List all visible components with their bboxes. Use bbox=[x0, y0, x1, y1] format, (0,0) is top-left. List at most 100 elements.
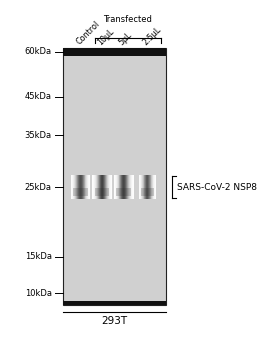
Bar bbox=[79, 175, 80, 199]
Bar bbox=[122, 175, 123, 199]
Bar bbox=[85, 175, 86, 199]
Bar bbox=[127, 175, 128, 199]
Text: 15kDa: 15kDa bbox=[25, 252, 52, 261]
Bar bbox=[63, 301, 166, 305]
Bar bbox=[118, 175, 119, 199]
Bar bbox=[155, 175, 156, 199]
Text: Control: Control bbox=[74, 20, 101, 47]
Bar bbox=[73, 188, 88, 196]
Bar bbox=[84, 175, 85, 199]
Bar bbox=[78, 175, 79, 199]
Bar bbox=[128, 175, 129, 199]
Bar bbox=[126, 175, 127, 199]
Bar bbox=[102, 175, 103, 199]
Bar bbox=[133, 175, 134, 199]
Bar bbox=[89, 175, 90, 199]
Bar bbox=[139, 175, 140, 199]
Bar bbox=[111, 175, 112, 199]
Bar bbox=[114, 175, 115, 199]
Bar bbox=[144, 175, 145, 199]
Text: Transfected: Transfected bbox=[103, 15, 152, 24]
Bar bbox=[83, 175, 84, 199]
Bar bbox=[88, 175, 89, 199]
Text: 45kDa: 45kDa bbox=[25, 92, 52, 102]
Bar bbox=[131, 175, 132, 199]
Bar bbox=[86, 175, 87, 199]
Bar bbox=[100, 175, 101, 199]
Bar bbox=[123, 175, 124, 199]
Bar bbox=[141, 175, 142, 199]
Bar bbox=[151, 175, 152, 199]
Bar bbox=[143, 175, 144, 199]
Bar bbox=[132, 175, 133, 199]
Bar bbox=[152, 175, 153, 199]
Bar bbox=[104, 175, 105, 199]
Bar bbox=[119, 175, 120, 199]
Bar bbox=[149, 175, 150, 199]
Bar bbox=[82, 175, 83, 199]
Text: 5μL: 5μL bbox=[117, 30, 134, 47]
Bar bbox=[92, 175, 93, 199]
Bar bbox=[96, 175, 97, 199]
Bar bbox=[142, 175, 143, 199]
Bar bbox=[146, 175, 147, 199]
Bar bbox=[141, 188, 154, 196]
Bar bbox=[84, 175, 85, 199]
Bar bbox=[139, 175, 140, 199]
Bar bbox=[95, 175, 96, 199]
Bar bbox=[124, 175, 125, 199]
Bar bbox=[80, 175, 81, 199]
Bar bbox=[108, 175, 109, 199]
Bar bbox=[145, 175, 146, 199]
Bar bbox=[94, 175, 95, 199]
Bar bbox=[143, 175, 144, 199]
Text: 60kDa: 60kDa bbox=[25, 47, 52, 56]
Text: 293T: 293T bbox=[101, 316, 127, 326]
Bar bbox=[103, 175, 104, 199]
Bar bbox=[88, 175, 89, 199]
Bar bbox=[150, 175, 151, 199]
Bar bbox=[107, 175, 108, 199]
Bar bbox=[150, 175, 151, 199]
Text: 25kDa: 25kDa bbox=[25, 183, 52, 192]
Bar bbox=[125, 175, 126, 199]
Bar bbox=[109, 175, 110, 199]
Bar bbox=[63, 48, 166, 56]
Bar bbox=[71, 175, 72, 199]
Bar bbox=[74, 175, 75, 199]
Bar bbox=[95, 188, 109, 196]
Bar bbox=[97, 175, 98, 199]
Bar bbox=[124, 175, 125, 199]
Bar bbox=[73, 175, 74, 199]
Bar bbox=[98, 175, 99, 199]
Bar bbox=[120, 175, 121, 199]
Bar bbox=[75, 175, 76, 199]
Bar bbox=[72, 175, 73, 199]
Bar bbox=[104, 175, 105, 199]
Bar bbox=[141, 175, 142, 199]
Bar bbox=[120, 175, 121, 199]
Bar bbox=[106, 175, 107, 199]
Text: 10kDa: 10kDa bbox=[25, 288, 52, 298]
Bar bbox=[153, 175, 154, 199]
Bar bbox=[74, 175, 75, 199]
Bar bbox=[79, 175, 80, 199]
Bar bbox=[63, 48, 166, 305]
Bar bbox=[129, 175, 130, 199]
Bar bbox=[116, 188, 131, 196]
Bar bbox=[130, 175, 131, 199]
Bar bbox=[94, 175, 95, 199]
Bar bbox=[99, 175, 100, 199]
Bar bbox=[105, 175, 106, 199]
Bar bbox=[76, 175, 77, 199]
Bar bbox=[121, 175, 122, 199]
Text: SARS-CoV-2 NSP8: SARS-CoV-2 NSP8 bbox=[177, 183, 257, 192]
Bar bbox=[103, 175, 104, 199]
Text: 2.5μL: 2.5μL bbox=[141, 25, 163, 47]
Bar bbox=[115, 175, 116, 199]
Bar bbox=[87, 175, 88, 199]
Bar bbox=[148, 175, 149, 199]
Bar bbox=[117, 175, 118, 199]
Bar bbox=[99, 175, 100, 199]
Bar bbox=[93, 175, 94, 199]
